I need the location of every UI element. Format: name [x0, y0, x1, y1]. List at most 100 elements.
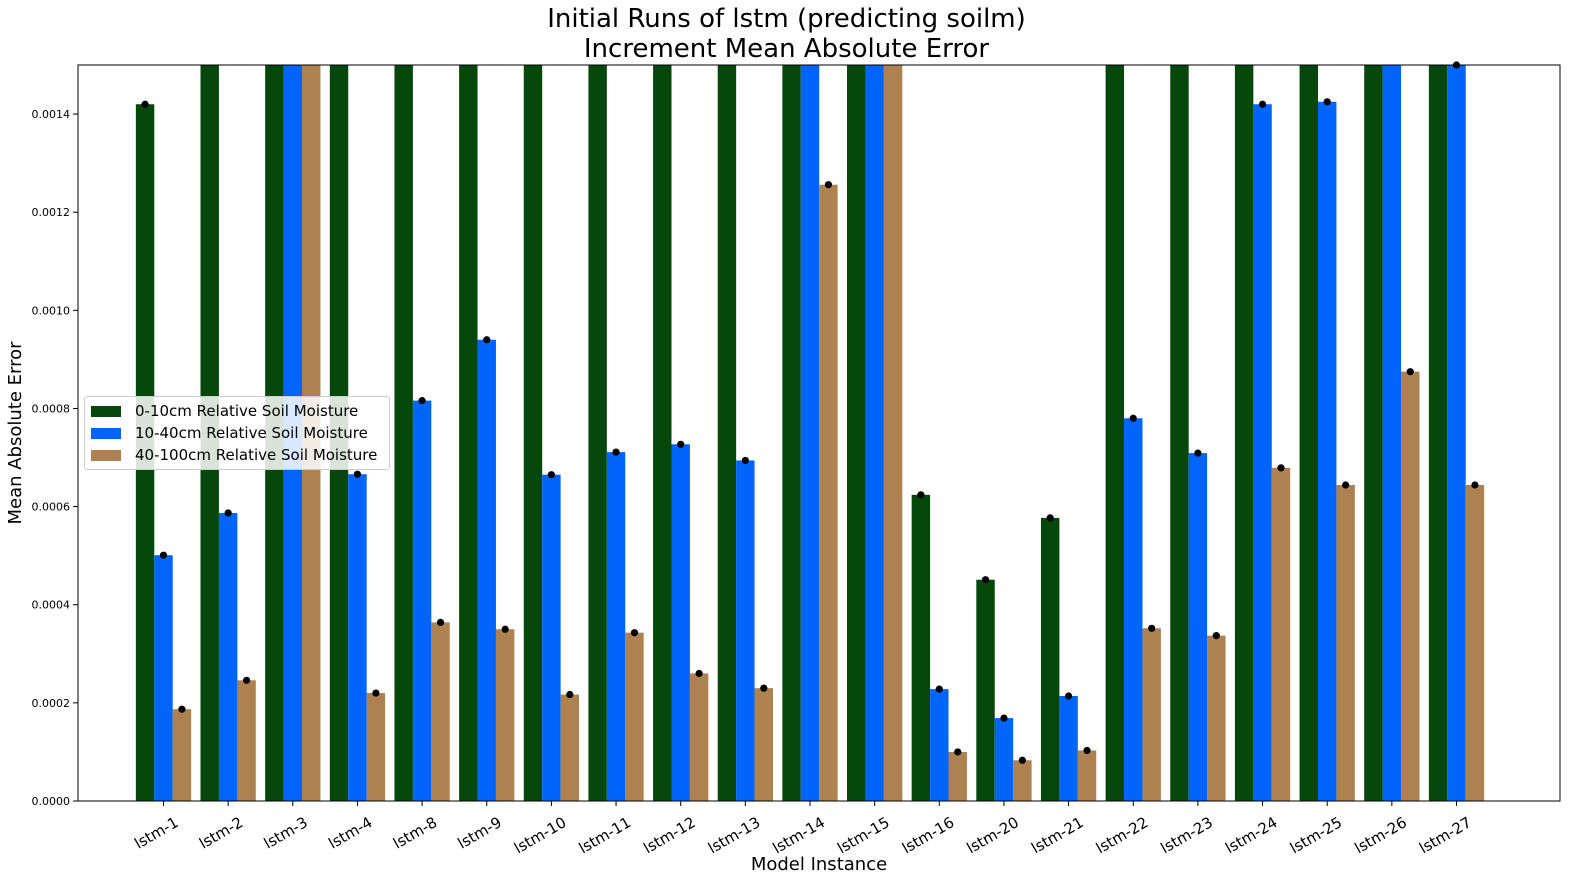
bar: [1299, 65, 1318, 801]
value-marker: [372, 689, 380, 697]
value-marker: [1018, 756, 1026, 764]
x-tick-label: lstm-13: [705, 813, 763, 857]
legend-item: 0-10cm Relative Soil Moisture: [91, 400, 383, 422]
legend-label: 40-100cm Relative Soil Moisture: [135, 446, 378, 464]
bar: [366, 693, 386, 801]
x-tick-label: lstm-11: [576, 813, 634, 857]
x-tick-label: lstm-10: [511, 813, 569, 857]
value-marker: [178, 705, 186, 713]
bar: [218, 512, 238, 801]
y-tick-label: 0.0010: [32, 304, 71, 317]
bar: [948, 751, 967, 801]
bar: [1040, 517, 1060, 801]
value-marker: [1000, 714, 1008, 722]
bar: [819, 184, 838, 802]
value-marker: [1046, 514, 1054, 522]
value-marker: [242, 676, 251, 684]
bar: [1401, 371, 1420, 801]
x-axis: lstm-1 lstm-2 lstm-3 lstm-4 lstm-8 lstm-9 lstm…: [131, 801, 1475, 857]
bar: [1059, 696, 1078, 801]
value-marker: [954, 748, 962, 756]
x-tick-label: lstm-2: [196, 813, 246, 852]
bar: [394, 65, 413, 801]
bar: [671, 444, 690, 801]
x-tick-label: lstm-12: [640, 813, 698, 857]
bar: [883, 65, 903, 801]
bar: [865, 65, 884, 801]
legend-swatch: [91, 405, 121, 417]
bar: [431, 622, 450, 801]
markers-layer: [141, 61, 1479, 764]
bar: [847, 65, 866, 801]
bar: [1447, 65, 1466, 801]
bar: [1382, 65, 1402, 801]
x-tick-label: lstm-22: [1093, 813, 1151, 857]
value-marker: [1194, 449, 1202, 457]
x-tick-label: lstm-14: [770, 813, 828, 857]
value-marker: [566, 690, 574, 699]
bar: [523, 65, 543, 801]
x-tick-label: lstm-27: [1416, 813, 1474, 857]
bar: [782, 65, 801, 801]
value-marker: [353, 470, 362, 478]
bar: [1124, 418, 1143, 801]
bar: [1465, 485, 1485, 801]
value-marker: [1129, 414, 1137, 422]
bar: [976, 579, 995, 801]
bar: [717, 65, 737, 801]
x-tick-label: lstm-25: [1287, 813, 1345, 857]
x-axis-label: Model Instance: [751, 854, 887, 875]
y-tick-label: 0.0012: [32, 206, 71, 219]
value-marker: [1471, 481, 1479, 489]
value-marker: [1083, 746, 1091, 755]
value-marker: [1065, 692, 1073, 700]
x-tick-label: lstm-26: [1352, 813, 1410, 857]
value-marker: [677, 440, 685, 448]
x-tick-label: lstm-8: [390, 813, 440, 852]
bar: [1428, 65, 1448, 801]
value-marker: [1342, 481, 1350, 489]
value-marker: [224, 509, 232, 517]
bar: [1336, 485, 1355, 801]
bar: [1234, 65, 1254, 801]
value-marker: [1212, 632, 1220, 640]
value-marker: [1258, 100, 1267, 108]
value-marker: [1323, 98, 1331, 106]
value-marker: [418, 397, 426, 405]
bar: [1271, 467, 1291, 801]
x-tick-label: lstm-21: [1028, 813, 1086, 857]
bar: [1207, 635, 1226, 801]
value-marker: [1406, 368, 1414, 376]
bar: [1013, 760, 1032, 801]
value-marker: [935, 685, 943, 693]
value-marker: [1277, 464, 1285, 472]
y-tick-label: 0.0002: [32, 697, 71, 710]
bar: [1170, 65, 1189, 801]
bar: [477, 339, 496, 801]
bar: [237, 680, 256, 801]
plot-frame: [77, 64, 1561, 802]
y-tick-label: 0.0004: [32, 599, 71, 612]
chart-subtitle: Increment Mean Absolute Error: [583, 34, 990, 64]
value-marker: [141, 100, 149, 108]
bar: [625, 632, 644, 801]
x-tick-label: lstm-20: [964, 813, 1022, 857]
legend-label: 10-40cm Relative Soil Moisture: [135, 424, 368, 442]
y-tick-label: 0.0006: [32, 501, 71, 514]
bar: [1077, 750, 1097, 801]
chart-title: Initial Runs of lstm (predicting soilm): [547, 4, 1026, 34]
bar: [560, 694, 580, 801]
bar: [1188, 453, 1208, 801]
bar: [994, 718, 1014, 801]
bar: [542, 474, 561, 801]
x-tick-label: lstm-15: [834, 813, 892, 857]
bar: [754, 688, 773, 801]
bar: [1253, 104, 1272, 801]
value-marker: [547, 471, 556, 479]
value-marker: [501, 625, 509, 633]
bar: [154, 555, 173, 801]
value-marker: [612, 448, 620, 456]
value-marker: [741, 456, 749, 465]
value-marker: [436, 618, 445, 627]
x-tick-label: lstm-4: [325, 813, 375, 852]
